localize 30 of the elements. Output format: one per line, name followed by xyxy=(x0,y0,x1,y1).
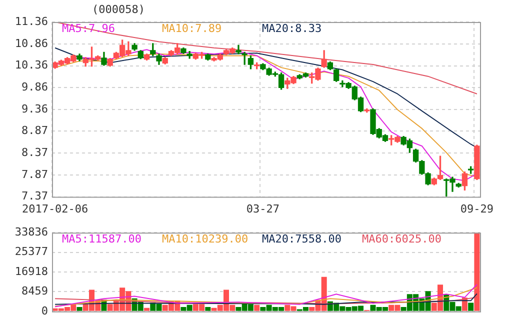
y-tick-label: 11.36 xyxy=(14,14,48,28)
text: MA60:6025.00 xyxy=(362,232,442,246)
y-tick-label: 7.87 xyxy=(22,168,48,181)
y-tick-label: 25377 xyxy=(14,245,48,258)
x-tick-label: 03-27 xyxy=(246,202,280,216)
bar xyxy=(76,306,82,311)
y-tick-label: 0 xyxy=(41,304,48,318)
x-tick-label: 2017-02-06 xyxy=(22,202,88,216)
series-label: MA20:8.33 xyxy=(262,22,322,35)
y-tick-label: 10.86 xyxy=(14,36,48,50)
text: MA20:7558.00 xyxy=(262,232,342,246)
y-tick-label: 7.37 xyxy=(22,190,48,203)
y-tick-label: 9.36 xyxy=(22,102,48,116)
y-tick-label: 8459 xyxy=(22,284,48,298)
bar xyxy=(254,304,260,311)
chart-title: (000058) xyxy=(92,2,145,16)
y-tick-label: 8.37 xyxy=(22,146,48,159)
text: MA5:11587.00 xyxy=(62,232,142,246)
text: MA10:10239.00 xyxy=(162,232,248,246)
bar xyxy=(468,302,474,311)
bar xyxy=(144,308,150,311)
x-tick-label: 09-29 xyxy=(460,202,494,216)
y-tick-label: 9.86 xyxy=(22,80,48,94)
bar xyxy=(205,306,211,311)
y-tick-label: 10.36 xyxy=(14,58,48,72)
y-tick-label: 8.87 xyxy=(22,124,48,137)
bar xyxy=(474,232,480,311)
series-label: MA10:7.89 xyxy=(162,22,222,35)
y-tick-label: 16918 xyxy=(14,264,48,278)
y-tick-label: 33836 xyxy=(14,225,48,238)
